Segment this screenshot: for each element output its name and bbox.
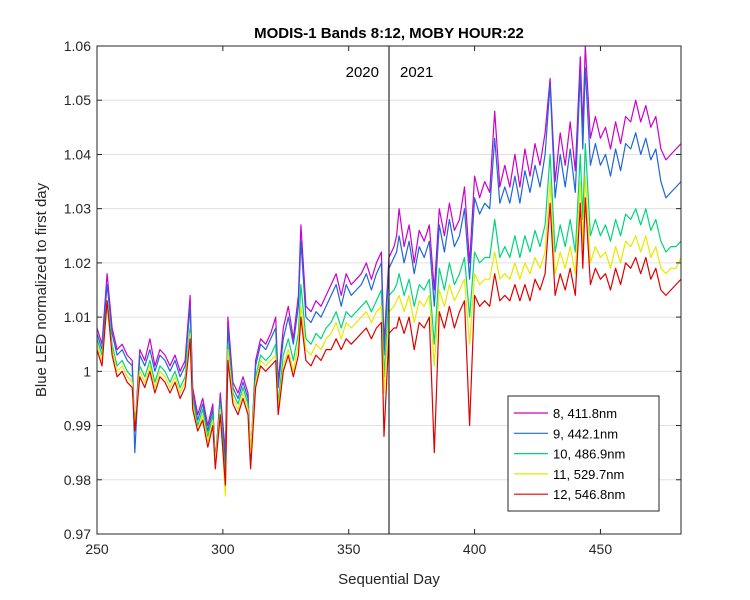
y-tick-label: 1.01 xyxy=(64,309,91,325)
series-lines xyxy=(96,45,682,497)
y-tick-label: 1.06 xyxy=(64,38,91,54)
y-tick-label: 0.97 xyxy=(64,526,91,542)
year-label-2021: 2021 xyxy=(400,64,433,81)
x-tick-label: 300 xyxy=(211,541,235,557)
x-axis-title: Sequential Day xyxy=(338,571,440,588)
legend: 8, 411.8nm 9, 442.1nm 10, 486.9nm 11, 529.7… xyxy=(507,395,660,512)
x-tick-label: 400 xyxy=(463,541,487,557)
legend-items: 8, 411.8nm 9, 442.1nm 10, 486.9nm 11, 529.7… xyxy=(514,406,625,502)
legend-label: 11, 529.7nm xyxy=(553,467,624,482)
series-line-4 xyxy=(96,175,682,497)
chart-title: MODIS-1 Bands 8:12, MOBY HOUR:22 xyxy=(254,25,524,42)
x-tick-label: 250 xyxy=(85,541,109,557)
y-axis-title: Blue LED normalized to first day xyxy=(33,182,50,397)
legend-label: 9, 442.1nm xyxy=(553,426,618,441)
y-tick-label: 1 xyxy=(83,363,91,379)
plot-frame xyxy=(96,45,682,535)
y-tick-label: 0.99 xyxy=(64,418,91,434)
legend-label: 8, 411.8nm xyxy=(553,406,617,421)
axis-ticks: 0.97 0.98 0.99 1 1.01 1.02 1.03 1.04 1.05 1.06 250… xyxy=(64,38,681,557)
x-tick-label: 450 xyxy=(589,541,613,557)
year-label-2020: 2020 xyxy=(346,64,379,81)
legend-label: 10, 486.9nm xyxy=(553,447,625,462)
y-tick-label: 1.05 xyxy=(64,92,91,108)
y-tick-label: 1.02 xyxy=(64,255,91,271)
series-line-5 xyxy=(96,197,682,486)
x-tick-label: 350 xyxy=(337,541,361,557)
legend-label: 12, 546.8nm xyxy=(553,487,625,502)
series-line-2 xyxy=(96,67,682,465)
y-tick-label: 0.98 xyxy=(64,472,91,488)
y-tick-label: 1.03 xyxy=(64,201,91,217)
y-tick-label: 1.04 xyxy=(64,146,91,162)
